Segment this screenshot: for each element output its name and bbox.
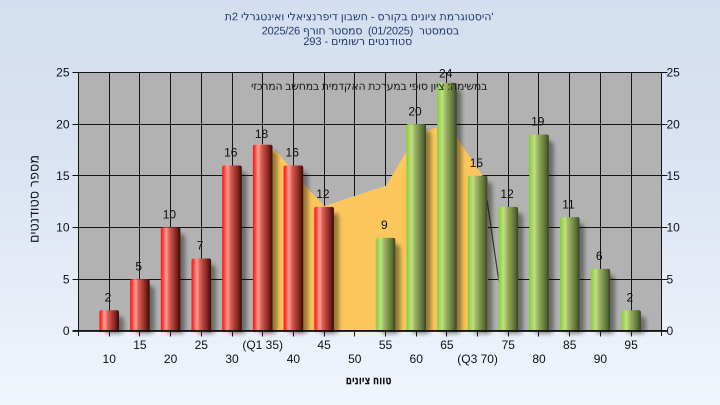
svg-text:40: 40 [287, 352, 301, 366]
svg-text:24: 24 [439, 67, 453, 81]
svg-text:2: 2 [105, 290, 112, 304]
svg-text:10: 10 [56, 221, 70, 235]
svg-text:10: 10 [103, 352, 117, 366]
svg-text:16: 16 [224, 146, 238, 160]
svg-text:95: 95 [624, 338, 638, 352]
svg-text:15: 15 [470, 156, 484, 170]
svg-text:45: 45 [317, 338, 331, 352]
svg-text:10: 10 [163, 208, 177, 222]
svg-text:0: 0 [667, 324, 674, 338]
svg-text:50: 50 [348, 352, 362, 366]
svg-text:16: 16 [286, 146, 300, 160]
svg-text:20: 20 [667, 117, 681, 131]
svg-text:(Q3 70): (Q3 70) [457, 352, 498, 366]
svg-text:20: 20 [56, 117, 70, 131]
svg-text:60: 60 [410, 352, 424, 366]
svg-text:25: 25 [195, 338, 209, 352]
svg-text:19: 19 [531, 115, 545, 129]
svg-text:(Q1 35): (Q1 35) [242, 338, 283, 352]
svg-text:20: 20 [164, 352, 178, 366]
svg-text:9: 9 [381, 218, 388, 232]
svg-text:6: 6 [596, 249, 603, 263]
svg-text:15: 15 [56, 169, 70, 183]
svg-text:15: 15 [133, 338, 147, 352]
svg-text:90: 90 [594, 352, 608, 366]
svg-text:15: 15 [667, 169, 681, 183]
svg-text:25: 25 [56, 66, 70, 80]
svg-text:55: 55 [379, 338, 393, 352]
svg-text:5: 5 [63, 272, 70, 286]
svg-text:12: 12 [316, 187, 330, 201]
svg-text:20: 20 [408, 104, 422, 118]
svg-text:11: 11 [562, 197, 575, 211]
svg-text:80: 80 [532, 352, 546, 366]
svg-text:10: 10 [667, 221, 681, 235]
svg-text:18: 18 [255, 127, 269, 141]
svg-text:0: 0 [63, 324, 70, 338]
svg-text:7: 7 [197, 239, 204, 253]
svg-text:65: 65 [440, 338, 454, 352]
svg-text:12: 12 [500, 187, 514, 201]
svg-text:5: 5 [667, 272, 674, 286]
svg-text:85: 85 [563, 338, 577, 352]
svg-text:5: 5 [135, 259, 142, 273]
svg-text:30: 30 [225, 352, 239, 366]
svg-text:25: 25 [667, 66, 681, 80]
svg-text:2: 2 [627, 290, 634, 304]
svg-text:75: 75 [502, 338, 516, 352]
